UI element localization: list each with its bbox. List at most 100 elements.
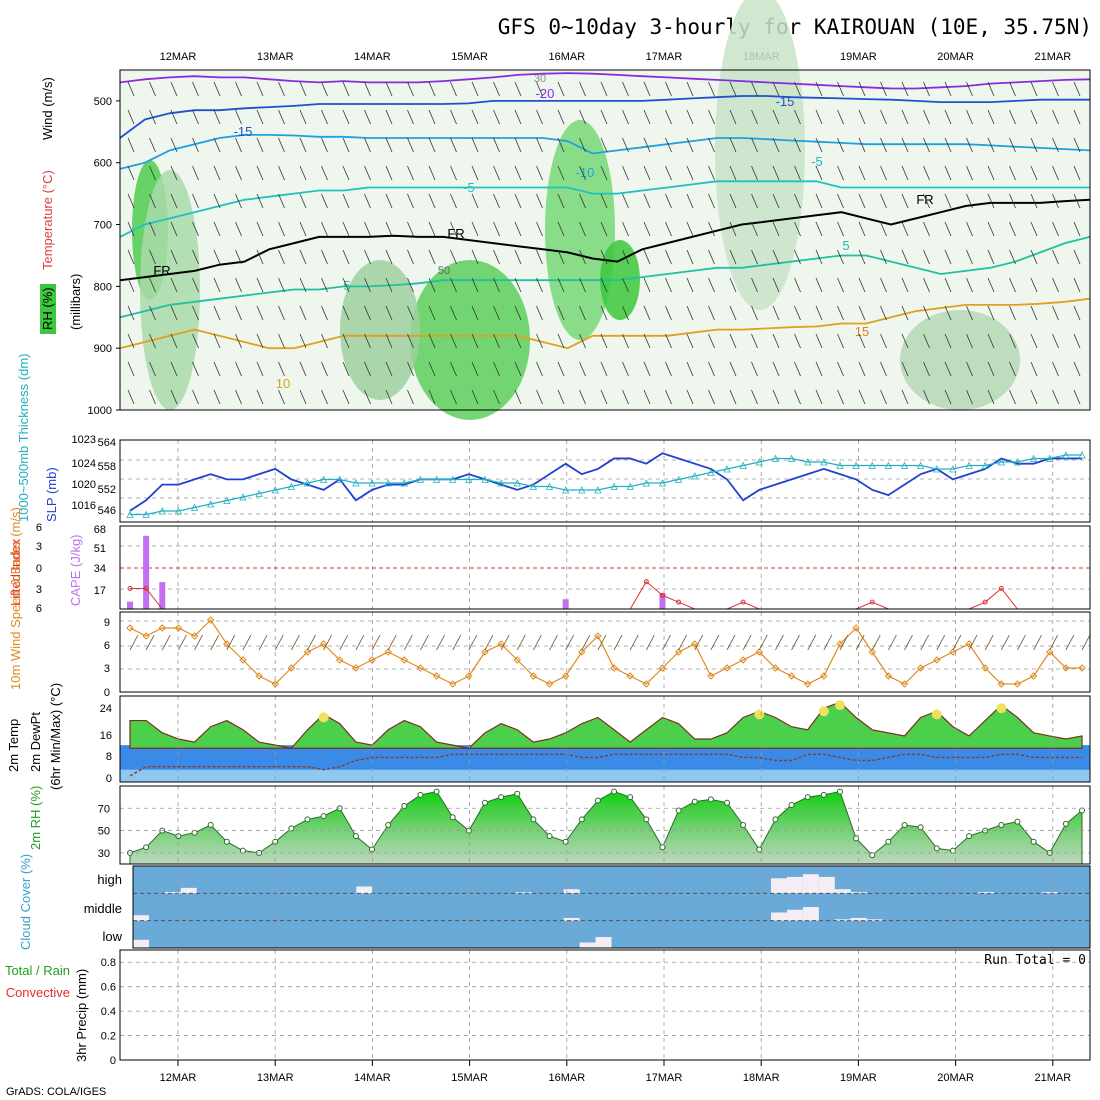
- wind-barb: [557, 249, 565, 265]
- wind-barb: [880, 137, 887, 153]
- wind-barb: [1030, 165, 1038, 181]
- wind-barb: [579, 81, 586, 97]
- wind-barb: [665, 137, 672, 153]
- rh-point: [288, 825, 295, 832]
- wind-barb: [837, 333, 844, 349]
- wind-barb: [407, 249, 414, 265]
- wind-barb-10m: [936, 634, 946, 651]
- wind-barb: [1030, 361, 1038, 377]
- wind-barb: [987, 165, 995, 181]
- wind-barb-10m: [581, 634, 591, 651]
- wind-speed-point: [239, 656, 247, 664]
- wind-barb: [643, 277, 651, 293]
- rh-point: [433, 788, 440, 795]
- wind-barb: [1009, 249, 1016, 265]
- wind-barb: [772, 165, 780, 181]
- thickness-point: [868, 461, 876, 469]
- contour-label: -5: [463, 180, 475, 195]
- wind-barb: [407, 165, 414, 181]
- wind-frame: [119, 611, 1091, 693]
- wind-barb: [321, 221, 328, 237]
- wind-barb-10m: [694, 634, 704, 651]
- cloud-bar-high: [164, 891, 181, 894]
- thickness-slp-frame: [119, 439, 1091, 523]
- wind-barb: [450, 249, 457, 265]
- wind-barb: [450, 81, 457, 97]
- wind-barb: [1073, 165, 1081, 181]
- wind-barb: [364, 305, 371, 321]
- cloud-bar-middle: [834, 919, 851, 921]
- contour-label: FR: [153, 263, 170, 278]
- isotherm-line: [119, 236, 1091, 319]
- wind-barb: [600, 193, 608, 209]
- wind-barb: [815, 193, 823, 209]
- wind-barb: [256, 249, 264, 265]
- thickness-point: [723, 465, 731, 473]
- wind-barb: [579, 249, 586, 265]
- thickness-point: [190, 503, 199, 511]
- thickness-point: [319, 475, 328, 483]
- precip-conv-label: Convective: [6, 985, 70, 1000]
- wind-barb: [987, 109, 995, 125]
- date-label-bottom: 12MAR: [160, 1072, 197, 1084]
- wind-barb-10m: [516, 634, 526, 651]
- wind-barb: [643, 81, 651, 97]
- wind-speed-point: [481, 648, 489, 656]
- wind-barb: [837, 81, 844, 97]
- wind-barb: [536, 305, 543, 321]
- wind-barb: [192, 389, 199, 405]
- wind-speed-point: [1062, 664, 1070, 672]
- wind-barb: [514, 305, 522, 321]
- wind-barb: [923, 193, 930, 209]
- wind-barb: [256, 137, 264, 153]
- wind-barb: [944, 165, 952, 181]
- rh-point: [1014, 818, 1021, 825]
- thickness-point: [529, 482, 538, 490]
- precip-total-label: Total / Rain: [5, 963, 70, 978]
- wind-barb: [493, 277, 500, 293]
- wind-barb: [321, 109, 328, 125]
- wind-panel: 9 6 3 0 10m Wind Speed & Barbs (m/s): [8, 507, 1091, 699]
- wind-barb: [1009, 109, 1016, 125]
- wind-barb-10m: [500, 634, 510, 651]
- pressure-tick: 800: [94, 281, 112, 293]
- wind-barb: [729, 333, 737, 349]
- thickness-point: [142, 510, 150, 518]
- wind-barb: [944, 333, 952, 349]
- wind-barb: [170, 305, 178, 321]
- wind-barb: [600, 165, 608, 181]
- wind-barb: [901, 109, 909, 125]
- wind-barb-10m: [758, 634, 768, 651]
- wind-barb: [1009, 361, 1016, 377]
- wind-barb: [1009, 389, 1016, 405]
- precip-tick: 0.4: [101, 1006, 116, 1018]
- wind-speed-point: [739, 656, 747, 664]
- slp-label: SLP (mb): [44, 467, 59, 522]
- wind-barb: [772, 333, 780, 349]
- wind-barb-10m: [1065, 634, 1075, 651]
- wind-barb: [944, 305, 952, 321]
- rh-point: [643, 816, 650, 823]
- wind-barb: [772, 249, 780, 265]
- wind-barb: [665, 109, 672, 125]
- wind-barb: [557, 109, 565, 125]
- wind-barb-10m: [339, 634, 349, 651]
- wind-barb-10m: [1081, 634, 1091, 651]
- wind-barb: [1073, 221, 1081, 237]
- wind-barb: [1009, 137, 1016, 153]
- wind-barb: [278, 333, 285, 349]
- wind-barb: [450, 221, 457, 237]
- rh-point: [207, 822, 214, 828]
- wind-barb: [901, 249, 909, 265]
- date-label-top: 15MAR: [451, 51, 488, 63]
- cloud-bar-middle: [786, 909, 803, 921]
- wind-barb: [149, 249, 156, 265]
- wind-speed-line: [129, 619, 1082, 685]
- wind-barb: [407, 193, 414, 209]
- wind-barb: [1009, 333, 1016, 349]
- wind-barb: [127, 277, 135, 293]
- thickness-point: [126, 510, 134, 518]
- wind-barb: [987, 193, 995, 209]
- wind-barb: [278, 361, 285, 377]
- cloud-level-label: high: [97, 872, 122, 887]
